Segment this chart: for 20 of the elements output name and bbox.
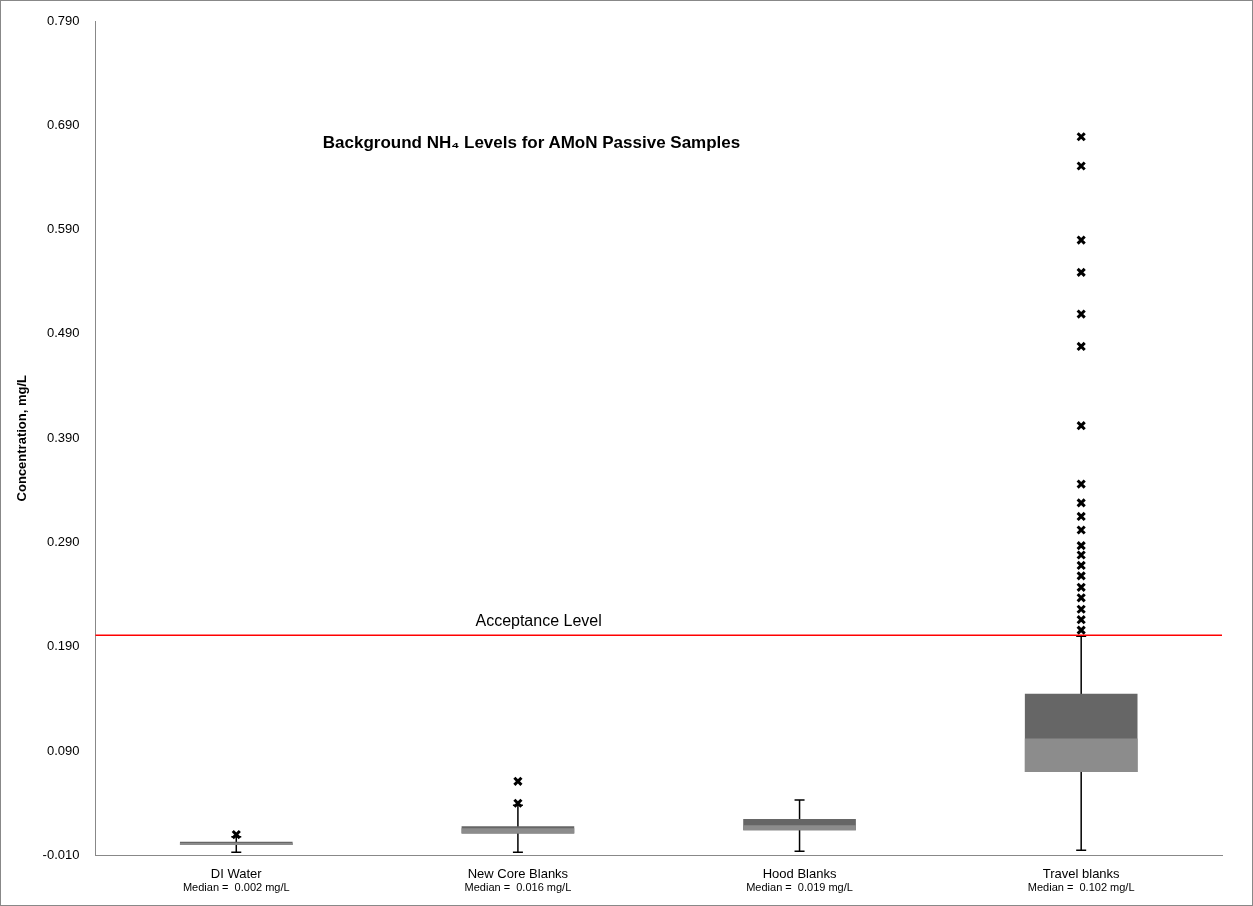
x-tick-label: Hood Blanks — [762, 865, 837, 881]
text: Median = 0.019 mg/L — [746, 880, 853, 893]
y-tick-label: 0.490 — [46, 325, 80, 341]
y-tick-label: 0.190 — [46, 638, 80, 654]
x-tick-label: Travel blanks — [1042, 865, 1121, 881]
y-tick-label: 0.390 — [46, 429, 80, 445]
y-tick-label: 0.790 — [46, 12, 80, 28]
text: Background NH₄ Levels for AMoN Passive Samples — [322, 133, 741, 152]
y-tick-label: -0.010 — [42, 846, 80, 862]
ref-line-label: Acceptance Level — [475, 611, 602, 629]
y-tick-label: 0.690 — [46, 116, 80, 132]
y-tick-label: 0.590 — [46, 221, 80, 237]
y-axis-title: Concentration, mg/L — [14, 374, 30, 502]
x-tick-label: DI Water — [210, 865, 263, 881]
y-tick-label: 0.290 — [46, 534, 80, 550]
text: Median = 0.002 mg/L — [182, 880, 290, 893]
text: Median = 0.016 mg/L — [464, 880, 572, 893]
x-tick-label: New Core Blanks — [467, 865, 569, 881]
y-tick-label: 0.090 — [46, 742, 80, 758]
text: Median = 0.102 mg/L — [1027, 880, 1135, 893]
